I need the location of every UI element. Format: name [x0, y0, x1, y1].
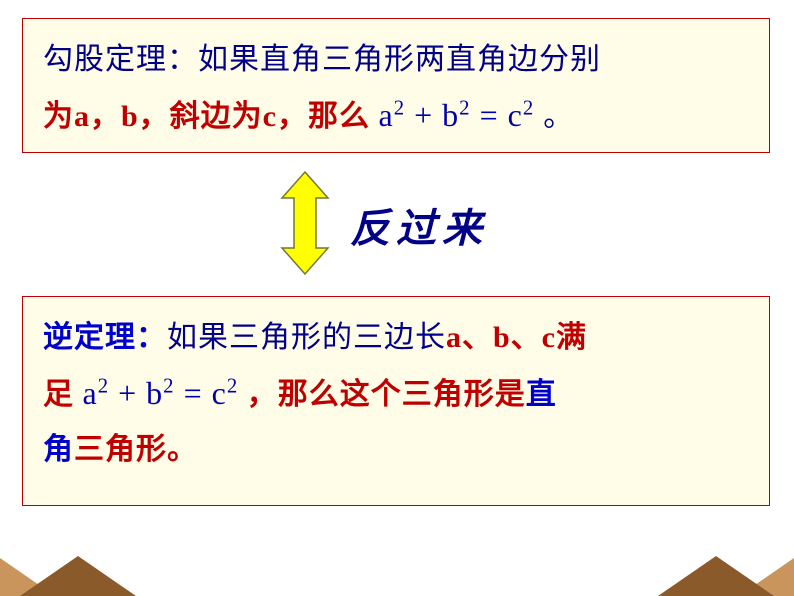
line-1: 勾股定理：如果直角三角形两直角边分别 [43, 33, 749, 87]
op: = [175, 375, 212, 411]
bottom-decoration [0, 546, 794, 596]
sup: 2 [394, 96, 405, 119]
text-segment: 勾股定理：如果直角三角形两直角边分别 [43, 43, 601, 76]
var-a: a [379, 97, 394, 133]
text-segment: 如果三角形的三边长 [167, 321, 446, 354]
theorem-box-2: 逆定理：如果三角形的三边长a、b、c满 足 a2 + b2 = c2 ，那么这个… [22, 296, 770, 506]
op: = [471, 97, 508, 133]
op: + [109, 375, 146, 411]
arrow-zone: 反过来 [240, 168, 560, 278]
text-segment: 直 [526, 378, 557, 411]
formula: a2 + b2 = c2 [379, 97, 544, 133]
line-2: 为a，b，斜边为c，那么 a2 + b2 = c2 。 [43, 87, 749, 145]
double-arrow-icon [270, 168, 340, 278]
text-segment: 三角形。 [74, 433, 198, 466]
line-1: 逆定理：如果三角形的三边长a、b、c满 [43, 311, 749, 365]
var-c: c [508, 97, 523, 133]
theorem-box-1: 勾股定理：如果直角三角形两直角边分别 为a，b，斜边为c，那么 a2 + b2 … [22, 18, 770, 153]
sup: 2 [227, 374, 238, 397]
text-segment: 逆定理： [43, 321, 167, 354]
text-segment: 足 [43, 378, 83, 411]
period: 。 [543, 100, 574, 133]
sup: 2 [98, 374, 109, 397]
line-3: 角三角形。 [43, 423, 749, 477]
sup: 2 [163, 374, 174, 397]
sup: 2 [523, 96, 534, 119]
line-2: 足 a2 + b2 = c2 ，那么这个三角形是直 [43, 365, 749, 423]
sup: 2 [459, 96, 470, 119]
text-segment: 为a，b，斜边为c，那么 [43, 100, 370, 133]
text-segment: a、b、c满 [446, 321, 587, 354]
var-a: a [83, 375, 98, 411]
text-segment: 角 [43, 433, 74, 466]
op: + [405, 97, 442, 133]
reverse-label: 反过来 [350, 196, 488, 254]
var-b: b [146, 375, 163, 411]
formula: a2 + b2 = c2 [83, 375, 239, 411]
var-b: b [442, 97, 459, 133]
text-segment: ，那么这个三角形是 [238, 378, 526, 411]
var-c: c [212, 375, 227, 411]
